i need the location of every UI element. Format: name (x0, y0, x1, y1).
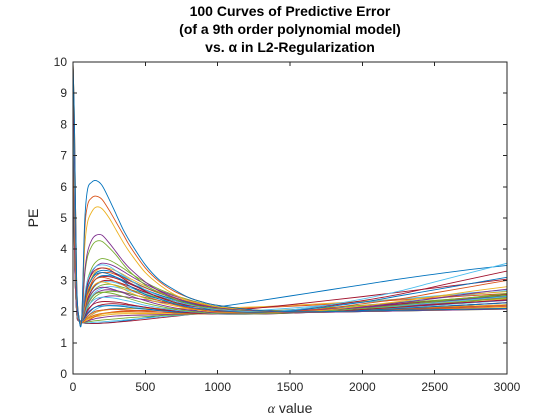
y-tick-label: 3 (60, 273, 67, 287)
y-tick-label: 7 (60, 149, 67, 163)
x-tick-label: 1500 (277, 380, 304, 394)
series-line-1 (73, 62, 507, 328)
y-tick-label: 4 (60, 242, 67, 256)
x-axis-label: α value (268, 400, 313, 417)
chart-title-line-1: 100 Curves of Predictive Error (190, 3, 391, 19)
y-tick-label: 5 (60, 211, 67, 225)
x-tick-label: 2500 (421, 380, 448, 394)
x-tick-label: 0 (70, 380, 77, 394)
y-tick-label: 1 (60, 336, 67, 350)
y-tick-label: 9 (60, 86, 67, 100)
x-tick-label: 3000 (494, 380, 521, 394)
y-tick-label: 0 (60, 367, 67, 381)
x-tick-label: 1000 (204, 380, 231, 394)
curve-series-group (73, 62, 507, 328)
y-tick-label: 6 (60, 180, 67, 194)
plot-area (73, 62, 507, 374)
x-tick-label: 2000 (349, 380, 376, 394)
y-axis-label: PE (25, 209, 41, 228)
x-tick-label: 500 (135, 380, 155, 394)
y-tick-label: 8 (60, 117, 67, 131)
y-tick-label: 2 (60, 305, 67, 319)
x-axis-label-symbol: α (268, 402, 276, 417)
tick-group: 0 500 1000 1500 2000 2500 3000 0 1 2 3 4 5 6 7 8 9 10 (54, 55, 521, 394)
chart-title-line-2: (of a 9th order polynomial model) (179, 21, 401, 37)
x-axis-label-text: value (275, 400, 313, 416)
y-tick-label: 10 (54, 55, 68, 69)
chart-title-line-3: vs. α in L2-Regularization (205, 39, 375, 55)
